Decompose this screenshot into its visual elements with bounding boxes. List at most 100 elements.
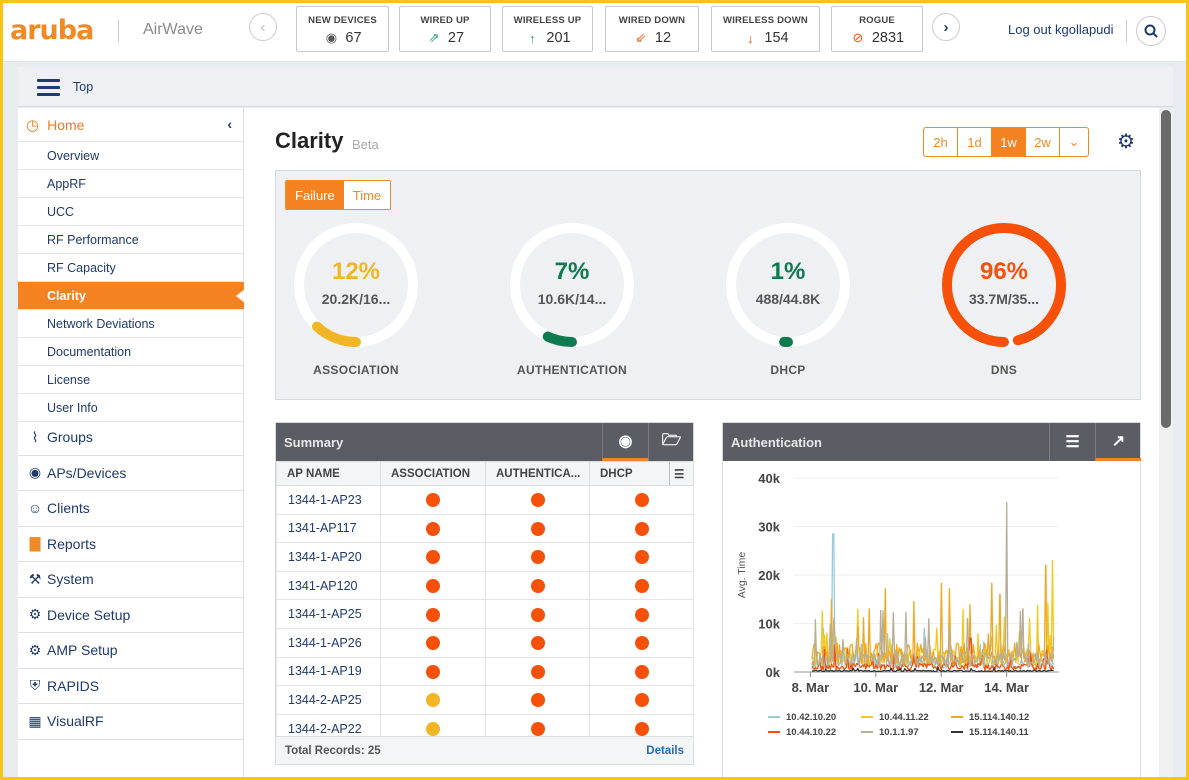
range-2h[interactable]: 2h	[924, 128, 958, 156]
logout-link[interactable]: Log out kgollapudi	[1008, 22, 1114, 37]
sidebar-subitem-ucc[interactable]: UCC	[18, 198, 244, 226]
table-row[interactable]: 1341-AP120	[276, 570, 694, 601]
sidebar-item-amp-setup[interactable]: ⚙ AMP Setup	[18, 633, 244, 669]
sidebar-item-home[interactable]: ◷ Home ‹	[18, 108, 244, 142]
breadcrumb[interactable]: Top	[73, 80, 94, 94]
status-dot-red	[634, 721, 649, 736]
stat-wired-up[interactable]: WIRED UP ⇗ 27	[399, 6, 491, 52]
sidebar-item-system[interactable]: ⚒ System	[18, 562, 244, 598]
ap-name-link[interactable]: 1344-2-AP25	[276, 685, 381, 715]
column-header[interactable]: AUTHENTICA...	[485, 461, 590, 486]
scrollbar[interactable]	[1159, 108, 1173, 780]
scrollbar-thumb[interactable]	[1161, 110, 1171, 428]
ap-name-link[interactable]: 1344-1-AP23	[276, 485, 381, 515]
status-dot-red	[530, 664, 545, 679]
sidebar-subitem-apprf[interactable]: AppRF	[18, 170, 244, 198]
legend-item[interactable]: 15.114.140.11	[951, 727, 1029, 738]
gauge-association[interactable]: 12% 20.2K/16... ASSOCIATION	[289, 218, 423, 378]
authentication-chart: 0k 10k 20k 30k 40k 8. Mar 10. Mar 12. Mar 14. Ma…	[736, 471, 1059, 738]
table-row[interactable]: 1341-AP117	[276, 513, 694, 544]
sidebar-item-device-setup[interactable]: ⚙ Device Setup	[18, 598, 244, 633]
aruba-logo[interactable]: aruba	[10, 15, 94, 46]
stat-rogue[interactable]: ROGUE ⊘ 2831	[831, 6, 923, 52]
table-row[interactable]: 1344-1-AP23	[276, 485, 694, 515]
gauge-authentication[interactable]: 7% 10.6K/14... AUTHENTICATION	[505, 218, 639, 378]
sidebar-item-label: Clarity	[47, 289, 86, 303]
collapse-icon[interactable]: ‹	[227, 116, 232, 132]
gauge-label: DHCP	[770, 363, 806, 377]
table-row[interactable]: 1344-2-AP25	[276, 685, 694, 715]
sidebar-item-rapids[interactable]: ⛨ RAPIDS	[18, 669, 244, 704]
table-row[interactable]: 1344-1-AP25	[276, 599, 694, 629]
stat-wired-down[interactable]: WIRED DOWN ⇙ 12	[605, 6, 699, 52]
legend-item[interactable]: 10.1.1.97	[861, 727, 919, 738]
table-row[interactable]: 1344-1-AP26	[276, 627, 694, 658]
status-cell	[485, 542, 590, 572]
sidebar-item-label: UCC	[47, 205, 75, 219]
sidebar-item-visualrf[interactable]: ▦ VisualRF	[18, 704, 244, 740]
sidebar-item-label: RAPIDS	[47, 677, 100, 694]
column-header[interactable]: ASSOCIATION	[380, 461, 486, 486]
status-dot-red	[530, 550, 545, 565]
menu-icon[interactable]	[37, 79, 60, 96]
sidebar-subitem-clarity[interactable]: Clarity	[18, 282, 245, 310]
sidebar-item-label: Clients	[47, 500, 90, 517]
column-menu-button[interactable]: ☰	[669, 461, 694, 486]
sidebar-item-groups[interactable]: ⌇ Groups	[18, 420, 244, 456]
chart-view-button[interactable]: ↗	[1095, 423, 1141, 461]
search-button[interactable]	[1136, 16, 1166, 46]
legend-item[interactable]: 10.44.10.22	[768, 727, 836, 738]
list-view-button[interactable]: ☰	[1049, 423, 1095, 461]
range-dropdown[interactable]: ⌄	[1060, 128, 1088, 156]
sidebar-subitem-license[interactable]: License	[18, 366, 244, 394]
gauge-percent: 12%	[331, 258, 381, 285]
stat-label: NEW DEVICES	[308, 15, 377, 26]
column-header[interactable]: AP NAME	[276, 461, 381, 486]
sidebar-subitem-rf-capacity[interactable]: RF Capacity	[18, 254, 244, 282]
sidebar-item-reports[interactable]: ▇ Reports	[18, 527, 244, 562]
details-link[interactable]: Details	[646, 745, 684, 757]
ap-name-link[interactable]: 1344-1-AP25	[276, 599, 381, 629]
legend-item[interactable]: 15.114.140.12	[951, 712, 1029, 723]
table-row[interactable]: 1344-1-AP20	[276, 542, 694, 572]
sidebar-subitem-rf-performance[interactable]: RF Performance	[18, 226, 244, 254]
gauge-panel: Failure Time 12% 20.2K/16... ASSOCIATION 7%…	[275, 170, 1141, 400]
gauge-dhcp[interactable]: 1% 488/44.8K DHCP	[721, 218, 855, 378]
table-header-row: AP NAME ASSOCIATION AUTHENTICA... DHCP ☰	[276, 461, 694, 486]
sidebar-subitem-network-deviations[interactable]: Network Deviations	[18, 310, 244, 338]
stat-new-devices[interactable]: NEW DEVICES ◉ 67	[296, 6, 389, 52]
scroll-right-button[interactable]: ›	[932, 13, 960, 41]
y-tick-label: 40k	[758, 471, 780, 486]
sidebar-subitem-overview[interactable]: Overview	[18, 142, 244, 170]
range-2w[interactable]: 2w	[1026, 128, 1060, 156]
folder-view-button[interactable]: 🗁	[648, 423, 694, 461]
ap-name-link[interactable]: 1341-AP117	[276, 513, 381, 544]
ap-name-link[interactable]: 1341-AP120	[276, 570, 381, 601]
legend-item[interactable]: 10.44.11.22	[861, 712, 929, 723]
status-dot-red	[634, 664, 649, 679]
toggle-time[interactable]: Time	[343, 181, 391, 209]
stat-wireless-up[interactable]: WIRELESS UP ↑ 201	[502, 6, 593, 52]
legend-item[interactable]: 10.42.10.20	[768, 712, 836, 723]
sidebar-subitem-documentation[interactable]: Documentation	[18, 338, 244, 366]
gauge-dns[interactable]: 96% 33.7M/35... DNS	[937, 218, 1071, 378]
ap-name-link[interactable]: 1344-1-AP19	[276, 656, 381, 687]
sidebar-item-aps-devices[interactable]: ◉ APs/Devices	[18, 456, 244, 491]
device-setup-icon: ⚙	[28, 606, 42, 623]
table-row[interactable]: 1344-1-AP19	[276, 656, 694, 687]
status-dot-red	[530, 721, 545, 736]
sidebar-subitem-user-info[interactable]: User Info	[18, 394, 244, 422]
range-1d[interactable]: 1d	[958, 128, 992, 156]
stat-label: WIRELESS UP	[513, 15, 582, 26]
status-dot-red	[530, 578, 545, 593]
sidebar-item-clients[interactable]: ☺ Clients	[18, 491, 244, 527]
ap-name-link[interactable]: 1344-1-AP20	[276, 542, 381, 572]
range-1w[interactable]: 1w	[992, 128, 1026, 156]
ap-view-button[interactable]: ◉	[602, 423, 648, 461]
stat-wireless-down[interactable]: WIRELESS DOWN ↓ 154	[711, 6, 820, 52]
ap-name-link[interactable]: 1344-1-AP26	[276, 627, 381, 658]
gear-icon[interactable]: ⚙	[1117, 131, 1135, 153]
scroll-left-button[interactable]: ‹	[249, 13, 277, 41]
toggle-failure[interactable]: Failure	[286, 181, 344, 209]
column-header[interactable]: DHCP	[589, 461, 670, 486]
